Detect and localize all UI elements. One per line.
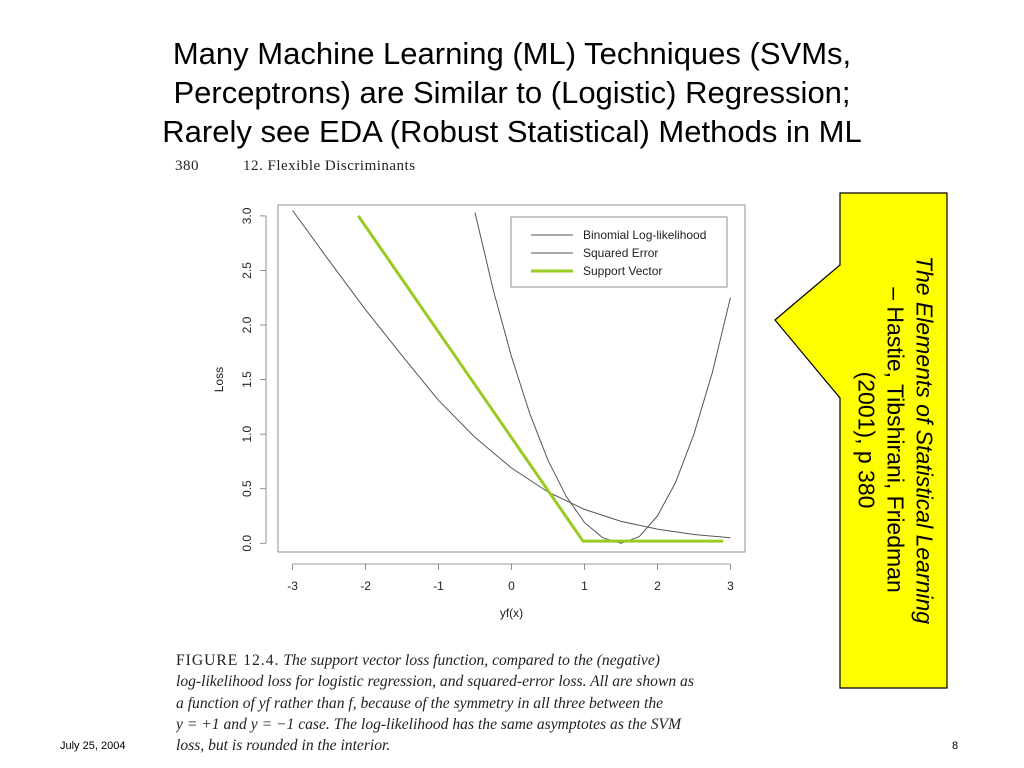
title-line-1: Many Machine Learning (ML) Techniques (S… — [172, 36, 852, 71]
x-tick-label: 1 — [581, 579, 588, 593]
callout-shape — [774, 192, 948, 689]
x-tick-label: -3 — [287, 579, 298, 593]
x-tick-label: 2 — [654, 579, 661, 593]
series-line-squared-error — [474, 212, 731, 544]
loss-function-chart: -3 -2 -1 0 1 2 3 0.0 0.5 1.0 1.5 2.0 2.5 3.0 yf(x) Loss… — [212, 204, 746, 620]
x-tick-label: -2 — [360, 579, 371, 593]
caption-line-4: y = +1 and y = −1 case. The log-likeliho… — [176, 715, 682, 733]
title-line-2: Perceptrons) are Similar to (Logistic) R… — [173, 75, 851, 110]
caption-line-5: loss, but is rounded in the interior. — [176, 737, 391, 755]
y-tick-label: 2.0 — [240, 316, 254, 333]
legend-label: Squared Error — [583, 246, 658, 260]
caption-line-2: log-likelihood loss for logistic regress… — [176, 673, 694, 691]
x-tick-label: 3 — [727, 579, 734, 593]
book-page-number: 380 — [175, 158, 199, 174]
y-tick-label: 0.0 — [240, 535, 254, 552]
callout-text: The Elements of Statistical Learning – H… — [820, 220, 970, 660]
x-tick-label: -1 — [433, 579, 444, 593]
legend-box — [510, 216, 728, 288]
book-page-header: 380 12. Flexible Discriminants — [175, 158, 415, 175]
x-tick-label: 0 — [508, 579, 515, 593]
legend-label: Support Vector — [583, 264, 662, 278]
callout-authors: – Hastie, Tibshirani, Friedman — [882, 287, 909, 593]
title-line-3: Rarely see EDA (Robust Statistical) Meth… — [162, 114, 862, 149]
y-tick-label: 1.0 — [240, 425, 254, 442]
figure-caption: FIGURE 12.4. The support vector loss fun… — [176, 650, 812, 756]
y-axis-label: Loss — [212, 367, 226, 392]
caption-line-3: a function of yf rather than f, because … — [176, 694, 664, 712]
footer-page-number: 8 — [952, 740, 959, 752]
x-axis-label: yf(x) — [500, 606, 523, 620]
figure-label: FIGURE 12.4. — [176, 652, 280, 669]
slide-title: Many Machine Learning (ML) Techniques (S… — [60, 34, 964, 151]
legend-label: Binomial Log-likelihood — [583, 228, 706, 242]
series-line-support-vector — [357, 215, 724, 543]
footer-date: July 25, 2004 — [60, 740, 126, 752]
y-tick-label: 0.5 — [240, 480, 254, 497]
y-tick-label: 1.5 — [240, 371, 254, 388]
y-tick-label: 2.5 — [240, 262, 254, 279]
callout-book-title: The Elements of Statistical Learning — [911, 255, 938, 625]
series-line-binomial-log-likelihood — [292, 210, 731, 539]
y-tick-label: 3.0 — [240, 207, 254, 224]
plot-frame — [277, 204, 746, 553]
book-chapter-title: 12. Flexible Discriminants — [243, 158, 416, 174]
callout-citation: (2001), p 380 — [853, 371, 880, 509]
caption-line-1: The support vector loss function, compar… — [283, 652, 660, 669]
callout-box — [774, 192, 948, 689]
